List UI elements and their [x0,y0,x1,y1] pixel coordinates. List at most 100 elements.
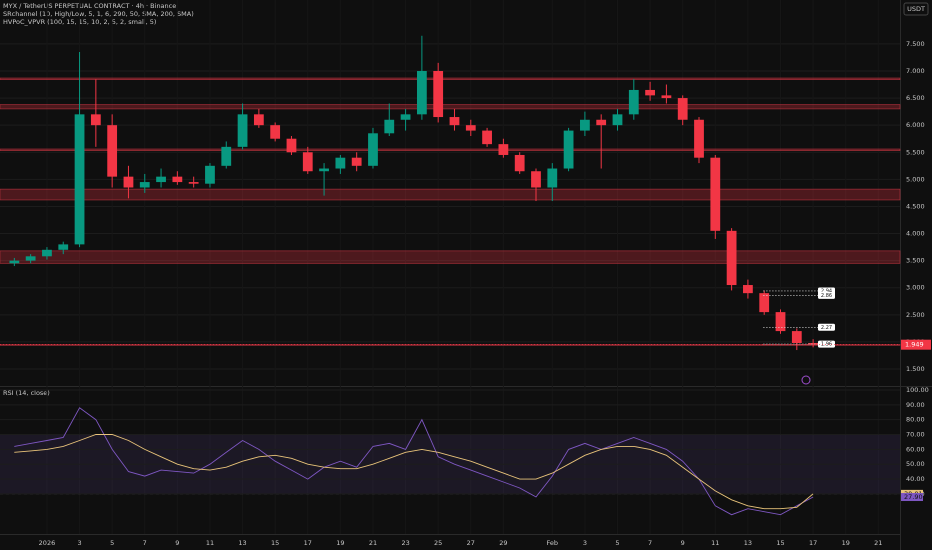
last-price-label: 1.949 [905,341,924,349]
x-tick-label: 23 [401,539,409,547]
x-tick-label: 11 [711,539,719,547]
candle-body [42,249,52,257]
x-tick-label: 21 [369,539,377,547]
x-tick-label: Feb [547,539,559,547]
x-tick-label: 7 [648,539,652,547]
x-tick-label: 7 [143,539,147,547]
candle-body [188,182,199,184]
candle-body [237,114,248,147]
y-tick-label: 6.000 [906,121,925,129]
y-tick-label: 40.00 [906,475,925,483]
currency-label: USDT [907,5,925,13]
candle-body [9,260,20,264]
candle-body [368,133,378,166]
x-tick-label: 13 [744,539,752,547]
candle-body [433,70,444,118]
level-label: 2.27 [821,325,832,331]
candle-body [302,152,313,172]
level-label: 1.96 [821,342,832,348]
candle-body [319,168,329,172]
candle-body [596,119,607,126]
candle-body [645,89,655,96]
candle-body [808,343,819,345]
rsi-line [14,407,814,516]
candle-body [400,114,411,120]
y-tick-label: 50.00 [906,460,925,468]
last-price-badge [901,339,931,350]
x-tick-label: 9 [175,539,179,547]
y-tick-label: 4.000 [906,230,925,238]
x-tick-label: 15 [271,539,279,547]
candle-body [498,144,509,155]
candle-body [547,168,558,188]
candle-body [563,130,574,169]
rsi-value-label: 27.90 [904,493,923,501]
x-tick-label: 2026 [39,539,56,547]
x-tick-label: 27 [467,539,475,547]
x-tick-label: 13 [238,539,246,547]
candle-body [123,176,134,188]
candle-body [25,256,36,261]
candle-body [335,157,346,169]
y-tick-label: 90.00 [906,401,925,409]
candle-body [791,331,802,344]
candle-body [172,176,183,183]
rsi-line [14,434,814,510]
candle-body [351,157,362,166]
candle-body [156,176,166,183]
y-tick-label: 70.00 [906,431,925,439]
y-tick-label: 5.500 [906,148,925,156]
y-tick-label: 4.500 [906,202,925,210]
candle-body [612,114,623,126]
x-tick-label: 17 [304,539,312,547]
candle-body [531,171,541,188]
y-tick-label: 60.00 [906,445,925,453]
candle-body [514,154,525,172]
y-tick-label: 2.500 [906,311,925,319]
x-tick-label: 17 [809,539,817,547]
currency-badge[interactable] [903,2,929,16]
candle-body [107,125,118,177]
sr-zone [0,250,901,264]
candle-body [465,125,476,131]
candle-body [726,230,737,286]
candle-body [580,119,590,131]
y-tick-label: 7.000 [906,67,925,75]
x-tick-label: 29 [499,539,507,547]
x-tick-label: 3 [77,539,81,547]
candle-body [759,293,770,313]
candle-body [221,146,232,166]
y-tick-label: 1.500 [906,365,925,373]
indicator-legend: SRchannel (10, High/Low, 5, 1, 6, 290, 5… [3,10,194,18]
candle-body [416,70,427,115]
candle-body [90,114,101,126]
sr-zone [0,148,901,151]
candle-body [205,165,215,184]
sr-zone [0,77,901,80]
x-tick-label: 15 [776,539,784,547]
candle-body [270,125,281,139]
y-tick-label: 80.00 [906,416,925,424]
y-tick-label: 5.000 [906,175,925,183]
candle-body [694,119,704,158]
candle-body [743,285,753,294]
x-tick-label: 11 [206,539,214,547]
x-tick-label: 21 [874,539,882,547]
rsi-badge [901,493,923,502]
sr-zone [0,104,901,110]
x-tick-label: 19 [336,539,344,547]
candle-body [661,95,672,99]
level-badge [818,323,835,331]
candle-body [286,138,297,153]
y-tick-label: 3.500 [906,257,925,265]
event-marker[interactable] [801,375,811,385]
candle-body [775,312,786,332]
x-tick-label: 9 [681,539,685,547]
y-tick-label: 100.00 [906,386,929,394]
candle-body [58,244,69,250]
x-tick-label: 19 [842,539,850,547]
candle-body [677,98,688,120]
